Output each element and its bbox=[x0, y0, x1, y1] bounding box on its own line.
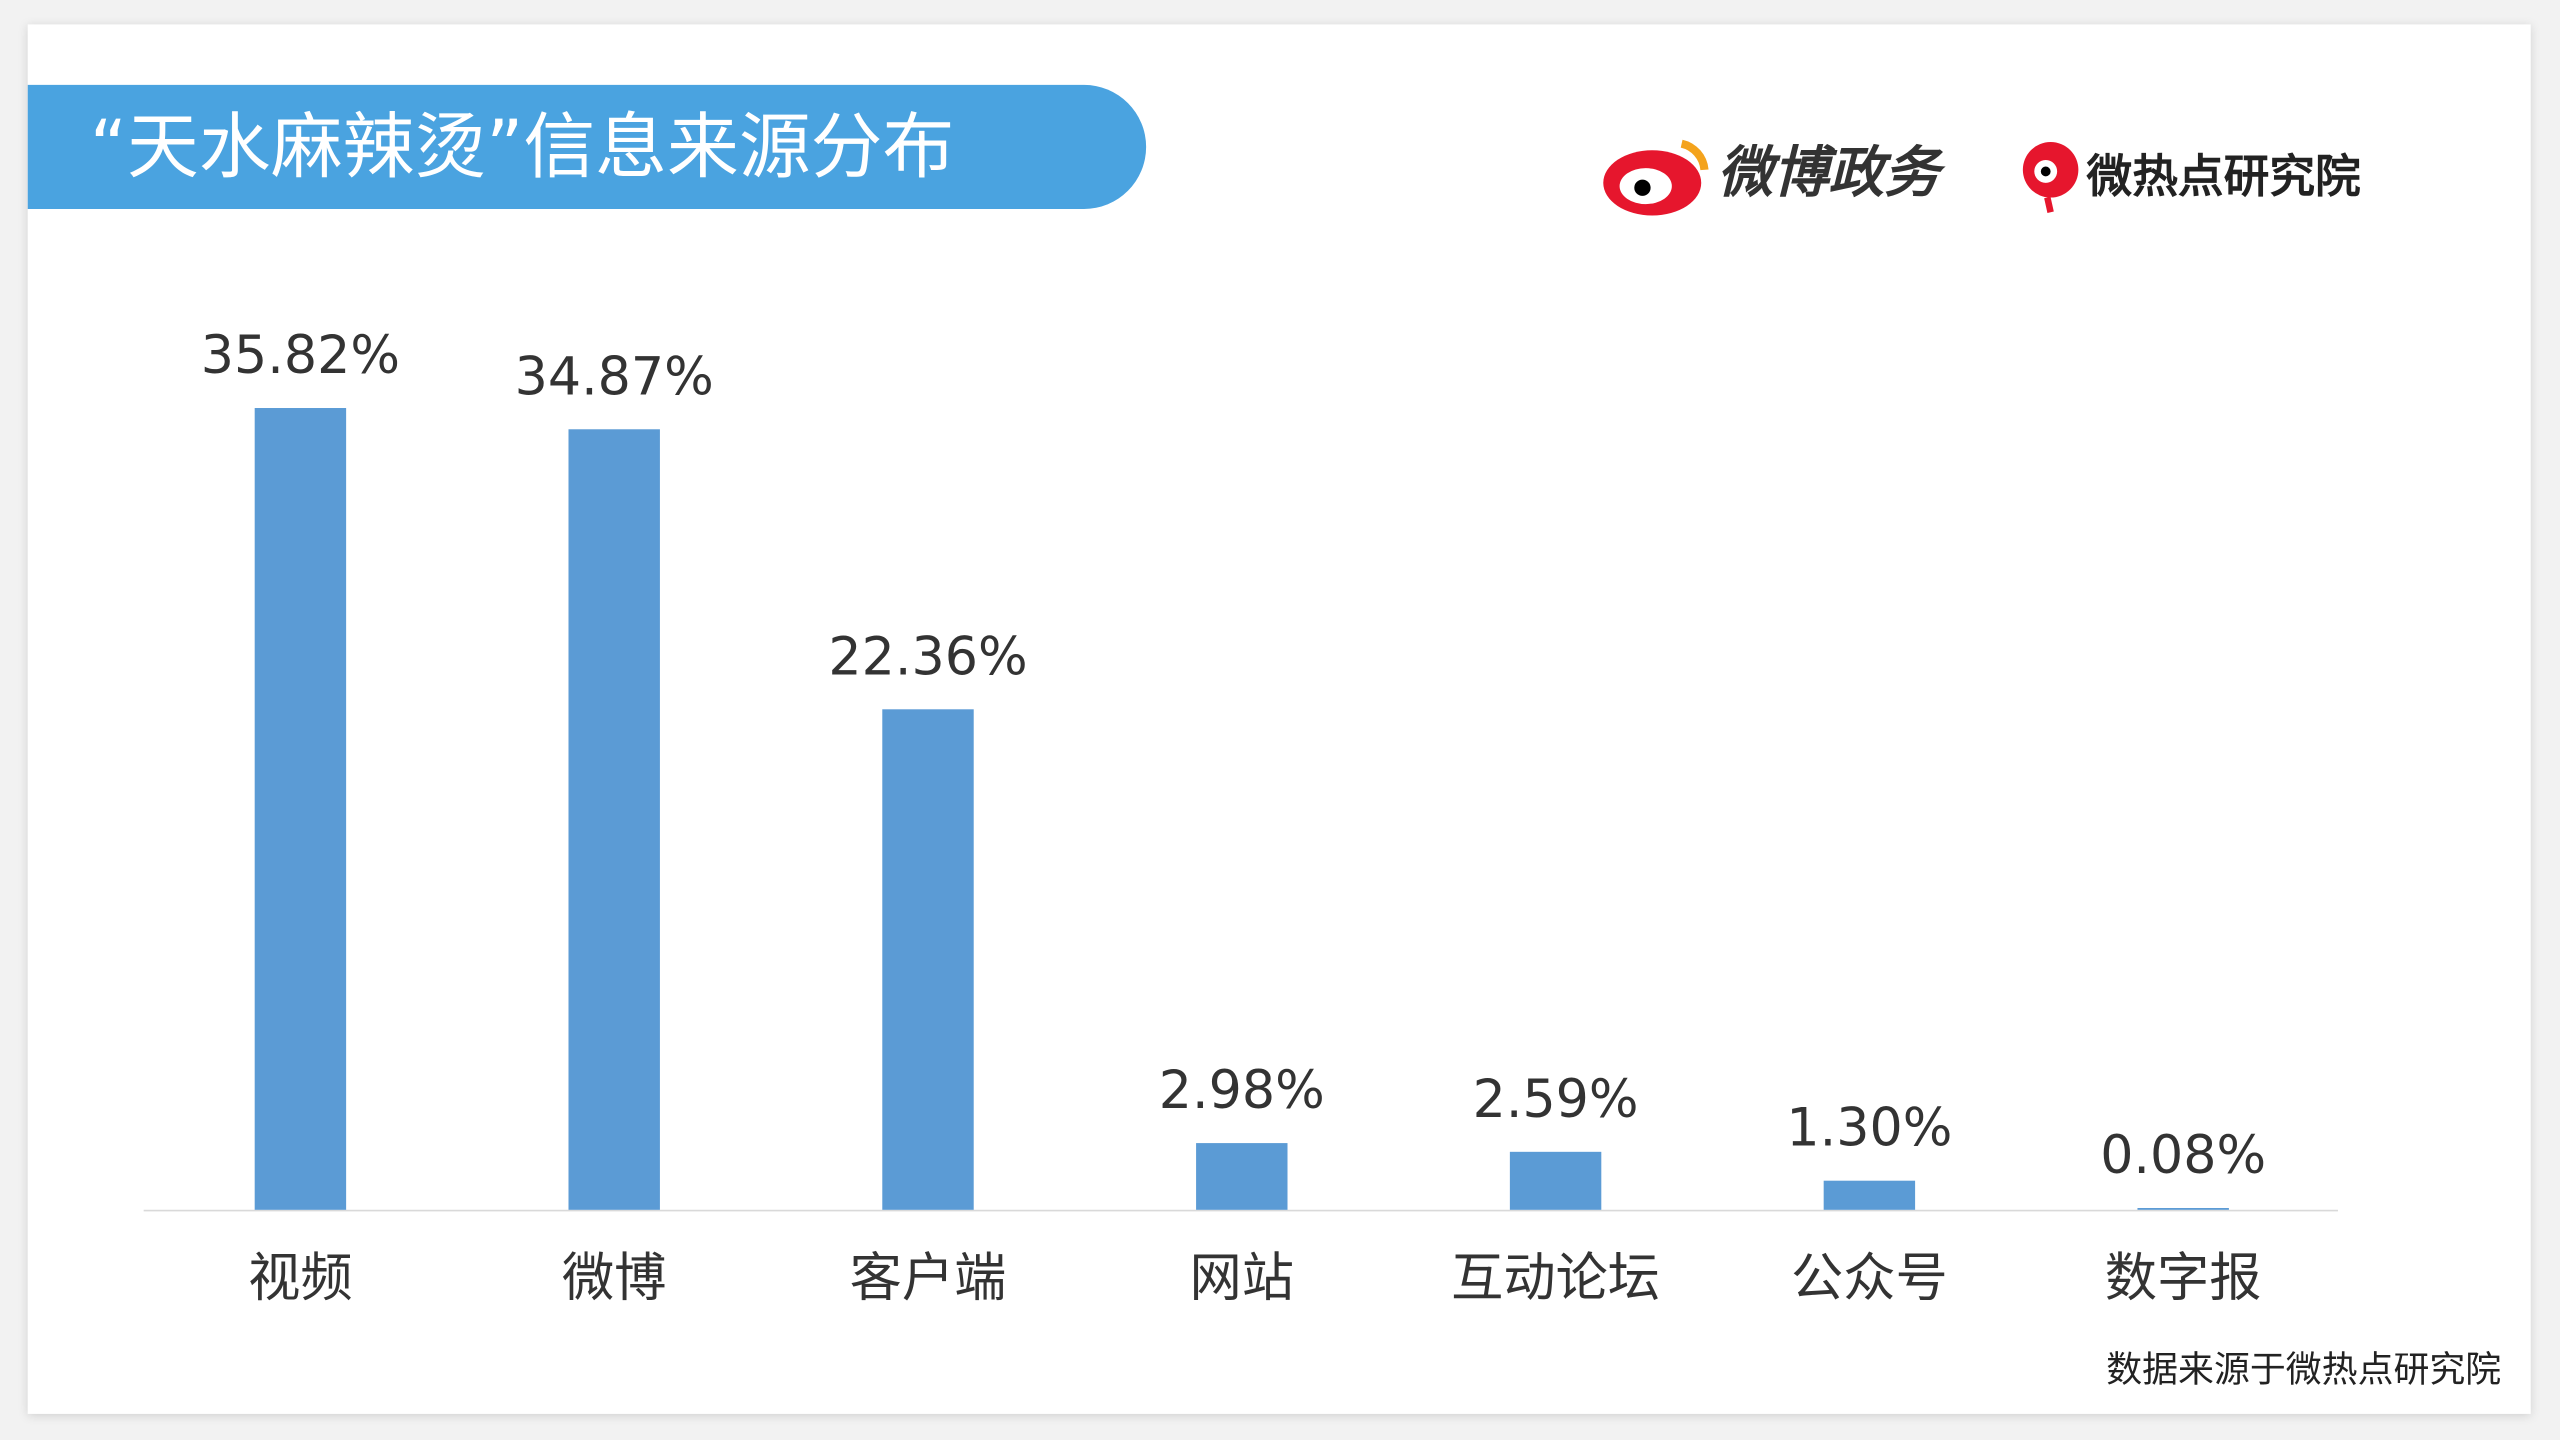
bar bbox=[568, 429, 660, 1210]
data-label: 2.59% bbox=[1473, 1070, 1639, 1130]
x-tick-label: 互动论坛 bbox=[1451, 1249, 1660, 1309]
data-label: 35.82% bbox=[201, 326, 400, 386]
data-label: 34.87% bbox=[515, 347, 714, 407]
data-label: 1.30% bbox=[1786, 1099, 1952, 1159]
bar bbox=[1196, 1143, 1288, 1210]
data-label: 0.08% bbox=[2100, 1126, 2266, 1186]
x-tick-label: 微博 bbox=[562, 1249, 666, 1309]
source-note: 数据来源于微热点研究院 bbox=[2106, 1349, 2501, 1390]
x-tick-label: 网站 bbox=[1190, 1249, 1294, 1309]
brand-text: 微热点研究院 bbox=[2086, 150, 2361, 203]
weibo-logo bbox=[1603, 139, 1709, 216]
x-tick-label: 客户端 bbox=[850, 1249, 1007, 1309]
x-tick-label: 视频 bbox=[248, 1249, 352, 1309]
x-tick-label: 数字报 bbox=[2105, 1249, 2262, 1309]
bar bbox=[2137, 1208, 2229, 1210]
bar bbox=[882, 709, 974, 1210]
chart-title: “天水麻辣烫”信息来源分布 bbox=[90, 104, 955, 188]
bar bbox=[1823, 1180, 1916, 1210]
bar bbox=[1509, 1151, 1602, 1210]
title-banner bbox=[27, 84, 1147, 209]
wrd-logo bbox=[2022, 142, 2079, 213]
bar bbox=[254, 408, 347, 1210]
x-tick-label: 公众号 bbox=[1791, 1249, 1948, 1309]
brand-text: 微博政务 bbox=[1718, 140, 1946, 205]
data-label: 2.98% bbox=[1159, 1061, 1325, 1121]
data-label: 22.36% bbox=[828, 627, 1027, 687]
